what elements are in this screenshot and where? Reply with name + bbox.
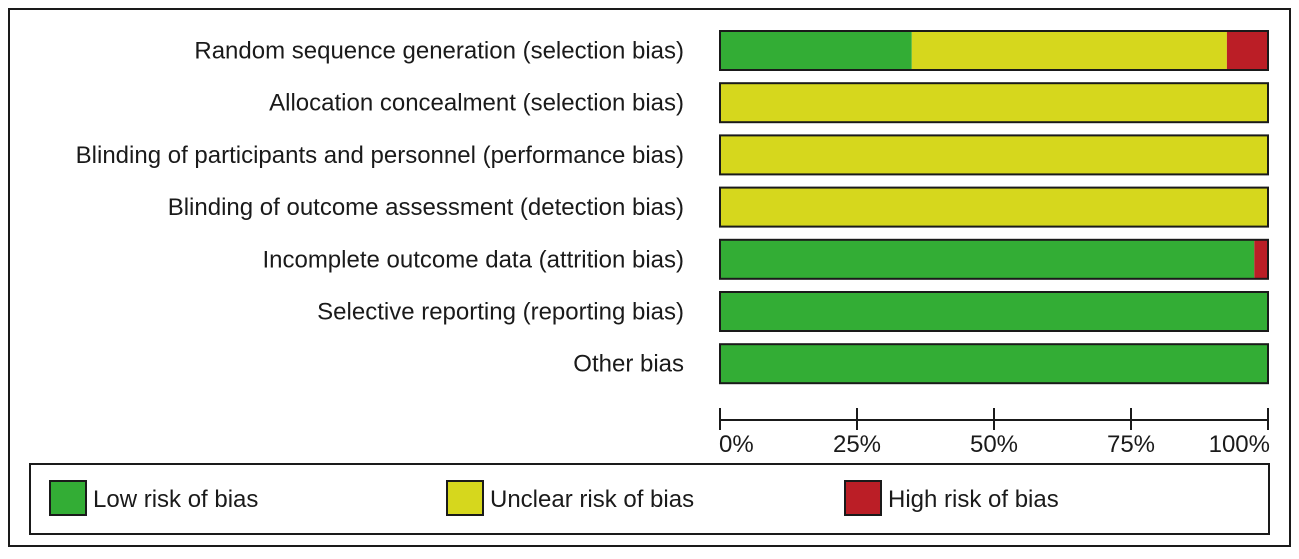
bar-segment-low-risk-of-bias — [720, 239, 1255, 279]
legend-swatch — [446, 480, 484, 516]
x-axis: 0% 25% 50% 75% 100% — [719, 408, 1270, 458]
bar-outline — [719, 30, 1269, 71]
bar-outline — [719, 186, 1269, 228]
bar-segment-low-risk-of-bias — [720, 31, 912, 70]
category-label: Selective reporting (reporting bias) — [317, 299, 684, 326]
legend-box — [29, 463, 1270, 535]
bar-segment-low-risk-of-bias — [720, 292, 1268, 331]
bar-segment-low-risk-of-bias — [720, 344, 1268, 384]
legend-label: Unclear risk of bias — [490, 486, 694, 513]
category-label: Incomplete outcome data (attrition bias) — [262, 246, 684, 273]
bar-segment-unclear-risk-of-bias — [911, 31, 1227, 70]
legend-swatch — [844, 480, 882, 516]
legend-label: Low risk of bias — [93, 486, 258, 513]
category-labels: Random sequence generation (selection bi… — [76, 38, 684, 378]
bar-outline — [719, 238, 1269, 280]
legend-swatch — [49, 480, 87, 516]
stacked-bars — [719, 30, 1269, 385]
bar-segment-high-risk-of-bias — [1226, 31, 1268, 70]
category-label: Random sequence generation (selection bi… — [194, 38, 684, 65]
bar-outline — [719, 291, 1269, 332]
category-label: Other bias — [573, 351, 684, 378]
bar-segment-unclear-risk-of-bias — [720, 83, 1268, 123]
bar-segment-high-risk-of-bias — [1254, 239, 1268, 279]
x-tick-label: 50% — [970, 431, 1018, 458]
legend-label: High risk of bias — [888, 486, 1059, 513]
category-label: Blinding of participants and personnel (… — [76, 142, 684, 169]
legend: Low risk of bias Unclear risk of bias High… — [49, 480, 1059, 516]
x-tick-label: 100% — [1209, 431, 1270, 458]
bar-outline — [719, 134, 1269, 176]
bar-outline — [719, 82, 1269, 124]
bar-outline — [719, 343, 1269, 385]
x-tick-label: 75% — [1107, 431, 1155, 458]
bar-segment-unclear-risk-of-bias — [720, 135, 1268, 175]
x-tick-label: 0% — [719, 431, 754, 458]
bar-segment-unclear-risk-of-bias — [720, 187, 1268, 227]
category-label: Allocation concealment (selection bias) — [269, 90, 684, 117]
x-tick-label: 25% — [833, 431, 881, 458]
category-label: Blinding of outcome assessment (detectio… — [168, 194, 684, 221]
